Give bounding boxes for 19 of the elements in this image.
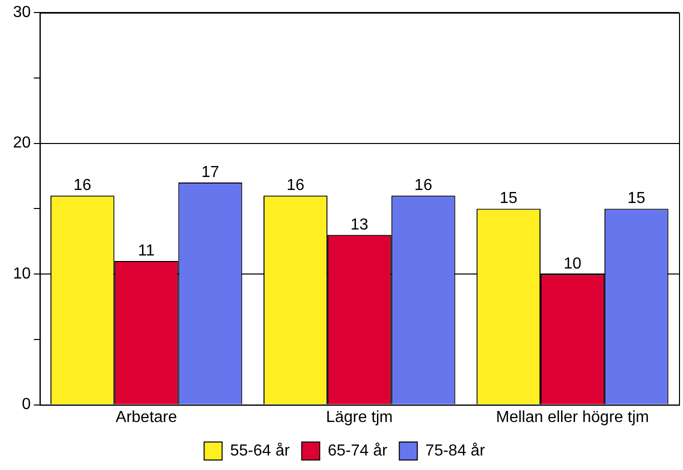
x-tick-label: Lägre tjm (326, 408, 393, 426)
x-tick-label: Mellan eller högre tjm (496, 408, 649, 426)
data-label: 15 (500, 190, 518, 208)
data-label: 16 (414, 177, 432, 194)
data-label: 13 (350, 216, 368, 234)
data-label: 17 (201, 164, 220, 181)
y-tick-label: 20 (13, 134, 31, 152)
data-label: 11 (138, 242, 155, 260)
x-tick-label: Arbetare (116, 408, 178, 426)
legend-label: 75-84 år (425, 442, 486, 460)
y-tick-label: 10 (13, 265, 31, 282)
data-label: 15 (627, 190, 646, 208)
y-tick-label: 30 (13, 4, 31, 22)
data-label: 16 (74, 177, 92, 194)
data-label: 16 (286, 177, 304, 194)
data-label: 10 (564, 255, 582, 272)
legend-label: 55-64 år (230, 442, 290, 460)
legend-label: 65-74 år (328, 442, 388, 460)
y-tick-label: 0 (22, 396, 31, 414)
